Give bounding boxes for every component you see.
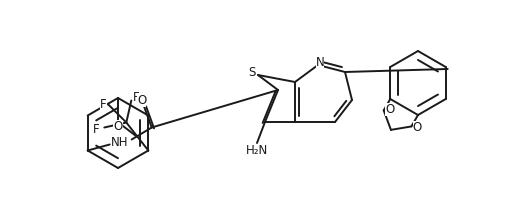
Text: N: N bbox=[316, 57, 324, 70]
Text: O: O bbox=[413, 121, 422, 134]
Text: S: S bbox=[248, 67, 256, 79]
Text: F: F bbox=[133, 91, 139, 104]
Text: F: F bbox=[100, 98, 107, 111]
Text: H₂N: H₂N bbox=[246, 145, 268, 157]
Text: NH: NH bbox=[111, 136, 128, 149]
Text: F: F bbox=[93, 123, 100, 136]
Text: O: O bbox=[114, 119, 122, 132]
Text: O: O bbox=[385, 103, 394, 116]
Text: O: O bbox=[137, 94, 146, 107]
